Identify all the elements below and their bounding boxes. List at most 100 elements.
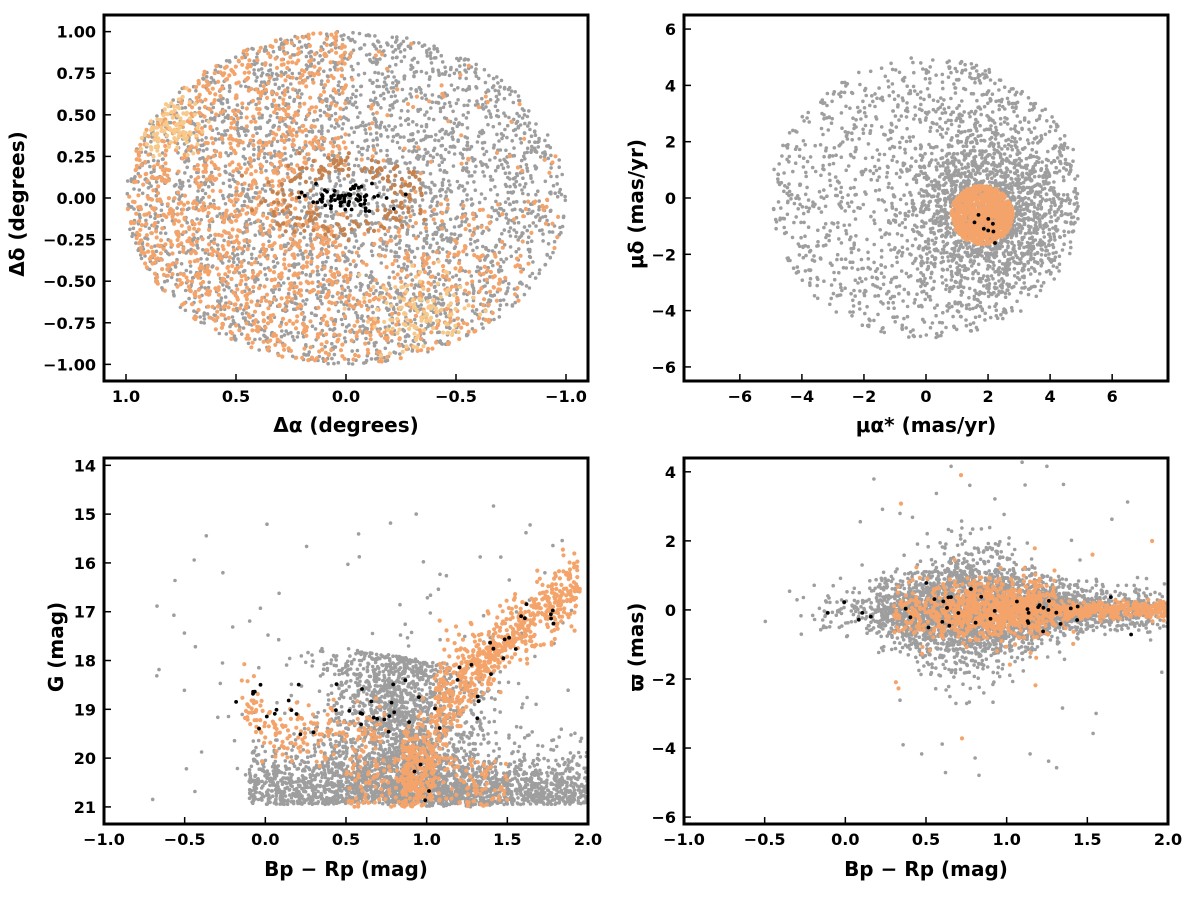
data-point	[509, 89, 514, 93]
data-point	[306, 32, 311, 37]
data-point	[300, 270, 305, 275]
data-point	[356, 213, 361, 218]
data-point	[154, 279, 160, 284]
data-point	[483, 258, 487, 262]
data-point	[387, 64, 392, 69]
data-point	[335, 121, 339, 126]
data-point	[451, 109, 455, 114]
data-point	[282, 116, 287, 121]
data-point	[329, 316, 334, 321]
data-point	[160, 267, 165, 272]
data-point	[325, 214, 330, 218]
data-point	[426, 83, 431, 88]
data-point	[281, 62, 286, 67]
data-point	[339, 317, 344, 322]
data-point	[393, 125, 398, 129]
data-point	[368, 59, 373, 63]
data-point	[364, 303, 369, 308]
data-point	[169, 110, 174, 115]
data-point	[359, 123, 363, 128]
data-point	[277, 303, 282, 309]
data-point	[301, 255, 306, 259]
data-point	[146, 134, 151, 139]
data-point	[307, 129, 312, 134]
data-point	[404, 267, 409, 272]
data-point	[261, 222, 265, 227]
data-point	[185, 279, 190, 284]
data-point	[149, 170, 153, 175]
data-point	[151, 188, 156, 193]
data-point	[410, 58, 415, 62]
data-point	[369, 106, 374, 111]
data-point	[268, 338, 273, 343]
data-point	[272, 284, 277, 289]
data-point	[448, 144, 453, 149]
data-point	[264, 176, 270, 181]
data-point	[552, 245, 557, 251]
data-point	[405, 228, 410, 232]
data-point	[385, 148, 389, 153]
data-point	[435, 281, 440, 286]
data-point	[227, 216, 231, 220]
data-point	[254, 257, 258, 261]
data-point	[214, 64, 219, 69]
data-point	[323, 236, 328, 241]
data-point	[349, 38, 353, 43]
data-point	[365, 326, 370, 331]
data-point	[340, 322, 345, 327]
data-point	[488, 174, 493, 179]
data-point	[411, 233, 416, 238]
data-point	[329, 265, 334, 270]
data-point	[426, 160, 430, 164]
data-point	[354, 88, 359, 93]
data-point	[125, 179, 130, 183]
data-point	[210, 174, 215, 179]
data-point	[368, 337, 373, 342]
data-point	[280, 316, 286, 321]
data-point	[257, 325, 262, 330]
data-point	[433, 221, 437, 226]
data-point	[277, 211, 282, 216]
data-point	[419, 138, 423, 143]
data-point	[333, 301, 338, 306]
data-point	[226, 116, 230, 121]
data-point	[444, 228, 449, 233]
data-point	[295, 91, 300, 95]
data-point	[352, 163, 357, 168]
data-point	[253, 280, 257, 284]
data-point	[504, 257, 509, 261]
data-point	[202, 317, 207, 321]
data-point	[179, 211, 184, 216]
data-point	[376, 329, 381, 334]
data-point	[318, 233, 323, 238]
data-point	[374, 47, 379, 51]
data-point	[486, 214, 491, 219]
data-point	[218, 189, 223, 194]
data-point	[418, 107, 423, 112]
data-point	[236, 108, 241, 114]
data-point	[216, 272, 221, 277]
data-point	[160, 157, 165, 162]
data-point	[415, 246, 420, 251]
data-point	[175, 232, 180, 237]
data-point	[491, 76, 496, 81]
data-point	[423, 147, 428, 152]
data-point	[424, 124, 429, 129]
data-point	[166, 263, 171, 268]
data-point	[393, 310, 398, 315]
data-point	[494, 208, 499, 213]
data-point	[265, 256, 270, 261]
data-point	[227, 269, 232, 274]
data-point	[213, 138, 218, 142]
data-point	[425, 241, 429, 246]
data-point	[538, 155, 543, 159]
data-point	[203, 191, 208, 196]
data-point	[137, 212, 142, 217]
data-point	[286, 291, 291, 296]
data-point	[183, 171, 187, 175]
data-point	[170, 262, 175, 267]
data-point	[484, 105, 488, 109]
data-point	[311, 71, 316, 77]
data-point	[296, 46, 301, 51]
data-point	[368, 132, 373, 136]
